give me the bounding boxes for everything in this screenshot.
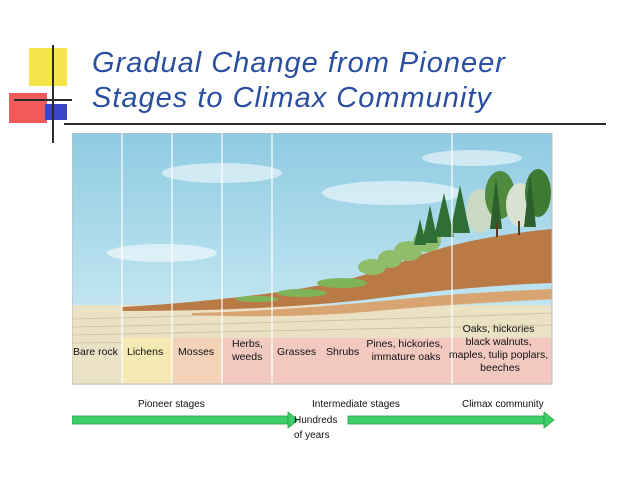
title-underline xyxy=(64,123,606,125)
succession-diagram: Bare rock Lichens Mosses Herbs, weeds Gr… xyxy=(72,133,555,441)
slide-title: Gradual Change from Pioneer Stages to Cl… xyxy=(92,46,622,116)
label-band-mosses xyxy=(172,338,222,384)
stage-pioneer: Pioneer stages xyxy=(138,399,205,410)
stage-intermediate: Intermediate stages xyxy=(312,399,400,410)
arrow-right-head xyxy=(543,411,555,429)
pine-trees xyxy=(414,185,470,245)
arrow-left-bar xyxy=(72,415,289,425)
timeline-arrows xyxy=(72,411,555,429)
climax-forest xyxy=(466,169,551,237)
deco-horizontal-line xyxy=(14,99,72,101)
label-band-yellow xyxy=(122,338,172,384)
title-line-1: Gradual Change from Pioneer xyxy=(92,47,506,79)
label-mosses: Mosses xyxy=(178,346,214,358)
label-grasses: Grasses xyxy=(277,346,316,358)
arrow-left-head xyxy=(287,411,299,429)
herbs-vegetation xyxy=(235,278,367,302)
deco-red-square xyxy=(9,93,47,123)
label-shrubs: Shrubs xyxy=(326,346,359,358)
column-dividers xyxy=(121,133,453,384)
label-herbs-weeds: Herbs, weeds xyxy=(231,338,266,363)
arrow-right-bar xyxy=(347,415,545,425)
label-lichens: Lichens xyxy=(127,346,163,358)
label-band-pink xyxy=(222,338,552,384)
soil-layer xyxy=(122,229,552,311)
diagram-frame xyxy=(72,133,553,385)
label-pines: Pines, hickories, immature oaks xyxy=(366,338,445,363)
subsoil-layer xyxy=(192,289,552,317)
label-bare-rock: Bare rock xyxy=(73,346,119,358)
stage-climax: Climax community xyxy=(462,399,544,410)
timeline-label: Hundreds of years xyxy=(294,415,340,441)
label-climax-trees: Oaks, hickories black walnuts, maples, t… xyxy=(449,323,551,374)
deco-vertical-line xyxy=(52,45,54,143)
title-line-2: Stages to Climax Community xyxy=(92,82,492,114)
deco-yellow-square xyxy=(29,48,67,86)
deco-blue-square xyxy=(45,104,67,120)
